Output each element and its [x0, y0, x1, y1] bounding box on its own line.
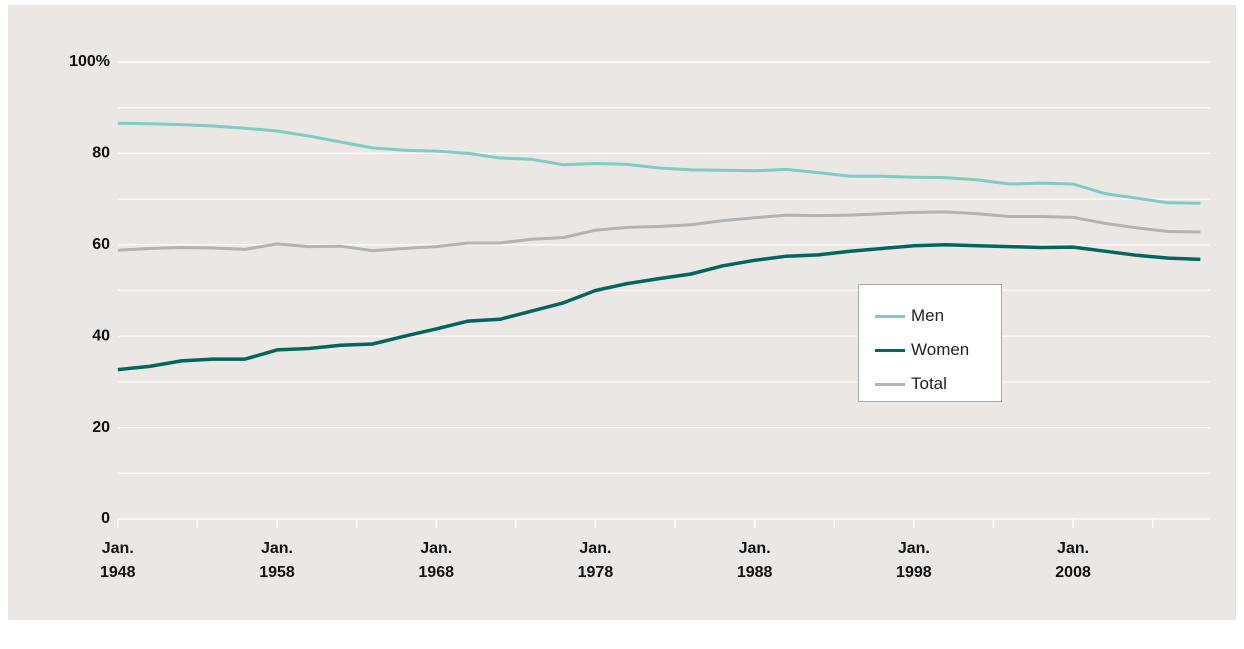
x-tick-label: Jan. 1958 [259, 540, 295, 581]
legend-swatch [875, 314, 905, 318]
x-tick-label: Jan. 1968 [418, 540, 454, 581]
x-tick-label: Jan. 2008 [1055, 540, 1091, 581]
line-series [117, 210, 1201, 253]
x-tick-label: Jan. 1998 [896, 540, 932, 581]
legend-label: Men [911, 306, 945, 325]
y-tick-label: 0 [101, 510, 110, 527]
x-tick-label: Jan. 1988 [736, 540, 773, 581]
y-tick-label: 60 [92, 236, 110, 253]
y-tick-label: 100% [69, 53, 110, 70]
legend-item: Men [859, 299, 1001, 333]
legend-label: Women [911, 340, 970, 359]
y-tick-label: 40 [92, 327, 110, 344]
legend: Men Women Total [858, 284, 1002, 402]
line-series [117, 121, 1201, 205]
y-tick-label: 20 [92, 419, 110, 436]
y-tick-label: 80 [92, 145, 110, 162]
legend-item: Women [859, 333, 1001, 367]
legend-swatch [875, 382, 905, 386]
line-series [117, 243, 1201, 372]
legend-label: Total [911, 374, 947, 393]
x-tick-label: Jan. 1978 [577, 540, 614, 581]
legend-item: Total [859, 367, 1001, 401]
legend-swatch [875, 348, 905, 352]
x-tick-label: Jan. 1948 [99, 540, 136, 581]
